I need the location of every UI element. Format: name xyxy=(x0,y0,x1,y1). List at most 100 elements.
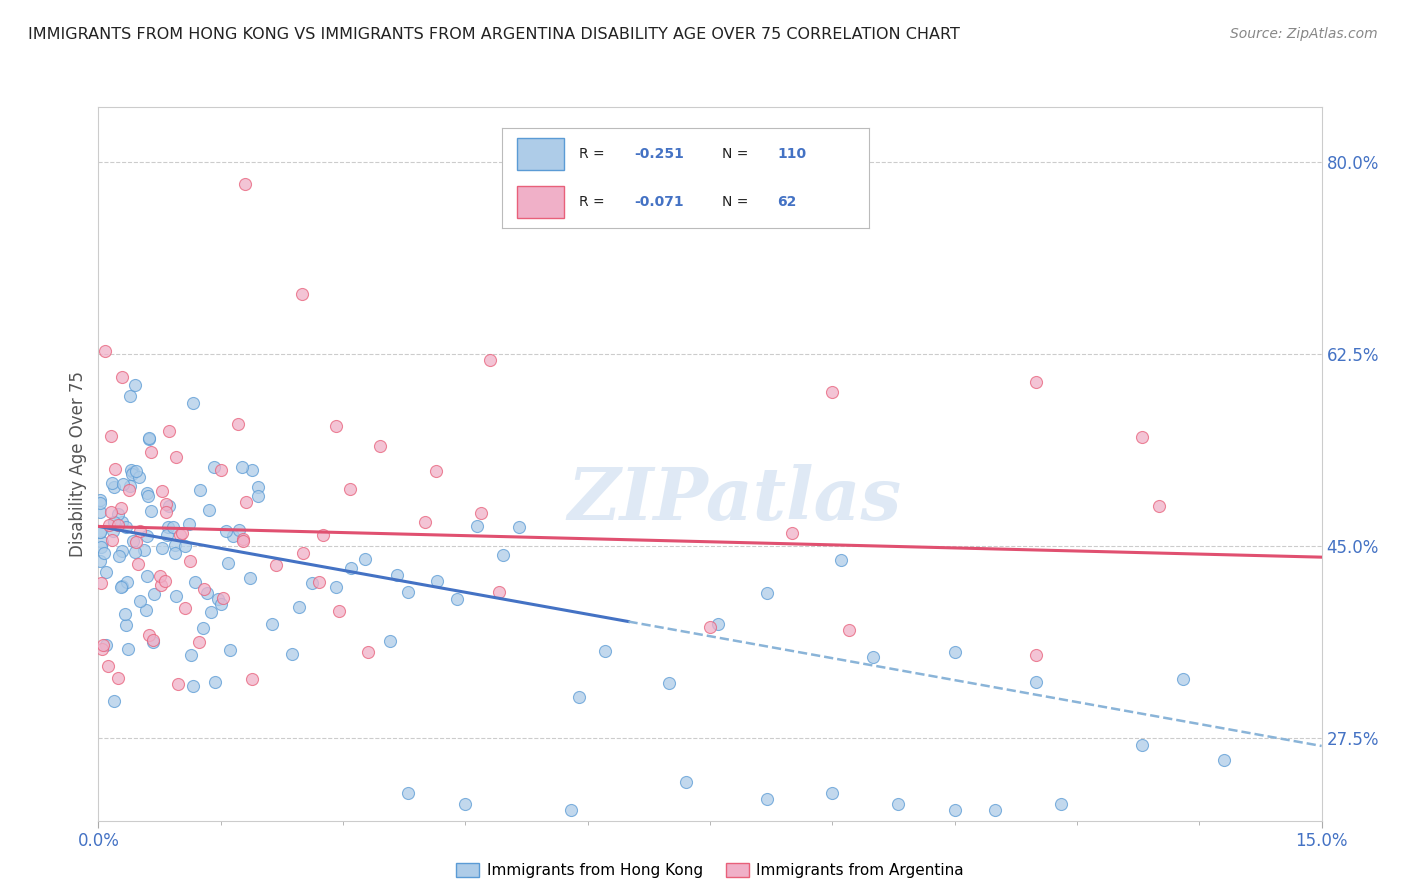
Point xyxy=(325,419,347,434)
Point xyxy=(943,803,966,817)
Point xyxy=(446,591,468,606)
Point xyxy=(90,540,112,554)
Point xyxy=(89,493,111,508)
Point xyxy=(104,462,127,476)
Legend: Immigrants from Hong Kong, Immigrants from Argentina: Immigrants from Hong Kong, Immigrants fr… xyxy=(450,857,970,884)
Point xyxy=(217,557,239,571)
Point xyxy=(838,623,860,637)
Point xyxy=(93,546,115,560)
Point xyxy=(96,638,118,652)
Point xyxy=(413,515,436,529)
Point xyxy=(98,517,121,532)
Point xyxy=(97,658,120,673)
Y-axis label: Disability Age Over 75: Disability Age Over 75 xyxy=(69,371,87,557)
Point xyxy=(821,786,844,800)
Point xyxy=(121,467,143,481)
Point xyxy=(756,585,779,599)
Point xyxy=(89,496,111,510)
Point xyxy=(172,525,194,540)
Point xyxy=(478,352,501,367)
Point xyxy=(357,645,380,659)
Point xyxy=(426,574,449,588)
Point xyxy=(115,618,138,632)
Point xyxy=(136,489,159,503)
Point xyxy=(138,432,160,446)
Point xyxy=(568,690,591,704)
Point xyxy=(247,480,270,494)
Point xyxy=(340,561,363,575)
Point xyxy=(103,515,125,529)
Point xyxy=(240,672,263,686)
Point xyxy=(508,519,530,533)
Point xyxy=(89,524,111,539)
Point xyxy=(385,567,408,582)
Point xyxy=(232,532,254,546)
Point xyxy=(163,538,186,552)
Point xyxy=(120,463,142,477)
Text: IMMIGRANTS FROM HONG KONG VS IMMIGRANTS FROM ARGENTINA DISABILITY AGE OVER 75 CO: IMMIGRANTS FROM HONG KONG VS IMMIGRANTS … xyxy=(28,27,960,42)
Point xyxy=(149,568,172,582)
Point xyxy=(984,803,1007,817)
Point xyxy=(121,534,143,549)
Point xyxy=(488,585,510,599)
Point xyxy=(1025,648,1047,662)
Point xyxy=(179,554,201,568)
Point xyxy=(94,565,117,579)
Point xyxy=(211,591,233,605)
Point xyxy=(149,578,172,592)
Point xyxy=(91,641,114,656)
Point xyxy=(111,516,134,530)
Point xyxy=(239,571,262,585)
Point xyxy=(141,503,163,517)
Point xyxy=(115,574,138,589)
Point xyxy=(173,539,195,553)
Point xyxy=(124,544,146,558)
Point xyxy=(165,589,187,603)
Point xyxy=(226,417,249,431)
Point xyxy=(354,552,377,566)
Point xyxy=(188,483,211,497)
Point xyxy=(103,524,125,538)
Point xyxy=(91,638,114,652)
Point xyxy=(699,620,721,634)
Point xyxy=(117,642,139,657)
Point xyxy=(127,557,149,571)
Point xyxy=(287,600,309,615)
Point xyxy=(155,504,177,518)
Point xyxy=(264,558,287,572)
Point xyxy=(222,529,245,543)
Point xyxy=(157,499,180,513)
Point xyxy=(150,541,173,556)
Point xyxy=(120,389,142,403)
Point xyxy=(162,519,184,533)
Point xyxy=(156,520,179,534)
Point xyxy=(173,601,195,615)
Point xyxy=(193,582,215,596)
Point xyxy=(219,643,242,657)
Point xyxy=(202,459,225,474)
Point xyxy=(204,674,226,689)
Point xyxy=(281,647,304,661)
Point xyxy=(886,797,908,812)
Point xyxy=(100,428,122,442)
Point xyxy=(115,519,138,533)
Point xyxy=(181,680,204,694)
Point xyxy=(195,586,218,600)
Point xyxy=(593,644,616,658)
Point xyxy=(1171,672,1194,686)
Point xyxy=(157,424,180,438)
Point xyxy=(111,543,134,558)
Point xyxy=(862,650,884,665)
Point xyxy=(89,554,111,568)
Point xyxy=(101,476,124,491)
Point xyxy=(177,517,200,532)
Point xyxy=(200,605,222,619)
Point xyxy=(943,645,966,659)
Point xyxy=(100,506,122,520)
Point xyxy=(308,574,330,589)
Point xyxy=(124,378,146,392)
Point xyxy=(262,616,284,631)
Point xyxy=(138,628,160,642)
Point xyxy=(89,505,111,519)
Point xyxy=(142,633,165,648)
